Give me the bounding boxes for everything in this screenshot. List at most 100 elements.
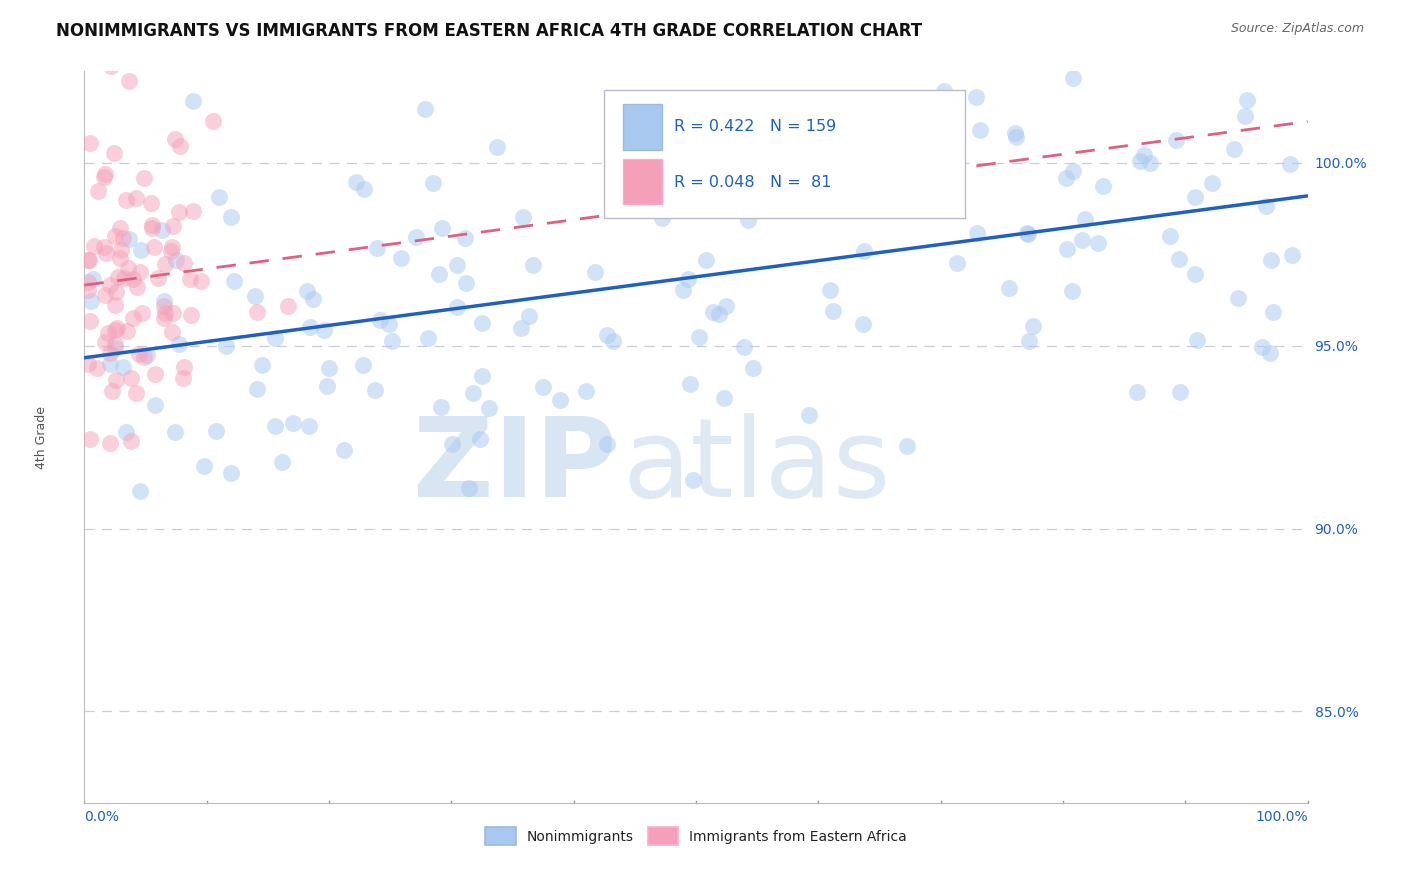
Text: 100.0%: 100.0% (1256, 810, 1308, 824)
Point (104, 298, 127, 312)
Point (1074, 211, 1097, 226)
Point (946, 256, 969, 270)
Point (1005, 130, 1028, 145)
Point (1167, 252, 1189, 267)
Point (821, 304, 844, 318)
Point (79, 432, 101, 446)
Point (471, 316, 494, 330)
Point (82, 271, 104, 285)
Point (121, 272, 143, 286)
Point (117, 261, 139, 276)
Point (463, 385, 485, 400)
Point (264, 419, 287, 434)
Point (1250, 340, 1272, 354)
Point (120, 371, 142, 385)
Point (910, 163, 932, 178)
Point (93, 170, 115, 185)
Point (1226, 291, 1249, 305)
Point (651, 211, 673, 225)
Point (583, 264, 606, 278)
Point (522, 258, 544, 272)
Point (172, 370, 194, 384)
Point (817, 151, 839, 165)
Point (141, 220, 163, 235)
Point (370, 313, 392, 327)
Point (1254, 198, 1277, 212)
Point (672, 284, 695, 298)
Point (1279, 156, 1302, 170)
Point (1139, 156, 1161, 170)
Point (1062, 164, 1084, 178)
Text: R = 0.048   N =  81: R = 0.048 N = 81 (673, 175, 831, 190)
Point (1054, 171, 1077, 186)
Point (427, 267, 450, 281)
Point (108, 251, 131, 265)
Point (709, 197, 731, 211)
Point (117, 73, 139, 87)
FancyBboxPatch shape (623, 159, 662, 204)
Point (97, 326, 120, 340)
Point (160, 240, 183, 254)
Point (159, 244, 181, 258)
Point (222, 275, 245, 289)
Point (143, 368, 166, 382)
Point (180, 309, 202, 323)
Point (76, 253, 98, 268)
Point (118, 232, 141, 246)
Point (246, 382, 269, 396)
Point (688, 330, 710, 344)
Point (413, 102, 436, 116)
Point (486, 140, 509, 154)
FancyBboxPatch shape (605, 90, 965, 218)
Point (94, 167, 117, 181)
Point (1234, 109, 1257, 123)
Point (818, 284, 841, 298)
Point (153, 257, 176, 271)
Point (1281, 248, 1303, 262)
Point (612, 173, 634, 187)
Point (883, 146, 905, 161)
Point (125, 385, 148, 400)
Point (702, 304, 724, 318)
Text: ZIP: ZIP (413, 413, 616, 520)
Point (602, 334, 624, 348)
Point (446, 259, 468, 273)
Point (108, 221, 131, 235)
Point (512, 210, 534, 224)
Point (86, 360, 108, 375)
Point (103, 146, 125, 161)
Point (86, 184, 108, 198)
Point (77, 275, 100, 289)
Point (125, 191, 148, 205)
Point (422, 176, 444, 190)
FancyBboxPatch shape (623, 104, 662, 150)
Point (1033, 10, 1056, 24)
Point (1201, 176, 1223, 190)
Point (737, 212, 759, 227)
Point (454, 231, 477, 245)
Point (966, 226, 988, 240)
Point (150, 223, 173, 237)
Point (169, 139, 191, 153)
Point (1017, 227, 1039, 241)
Point (596, 437, 619, 451)
Point (93, 287, 115, 301)
Point (77, 358, 100, 372)
Text: atlas: atlas (623, 413, 891, 520)
Point (517, 310, 540, 324)
Point (128, 484, 150, 499)
Point (112, 231, 135, 245)
Point (100, 384, 122, 398)
Point (100, 277, 122, 292)
Point (405, 230, 427, 244)
Point (997, 281, 1019, 295)
Point (115, 324, 138, 338)
Text: NONIMMIGRANTS VS IMMIGRANTS FROM EASTERN AFRICA 4TH GRADE CORRELATION CHART: NONIMMIGRANTS VS IMMIGRANTS FROM EASTERN… (56, 22, 922, 40)
Point (98, 357, 121, 371)
Point (366, 241, 388, 255)
Point (759, 186, 782, 201)
Point (162, 306, 184, 320)
Point (104, 342, 127, 356)
Point (270, 455, 292, 469)
Point (165, 132, 187, 146)
